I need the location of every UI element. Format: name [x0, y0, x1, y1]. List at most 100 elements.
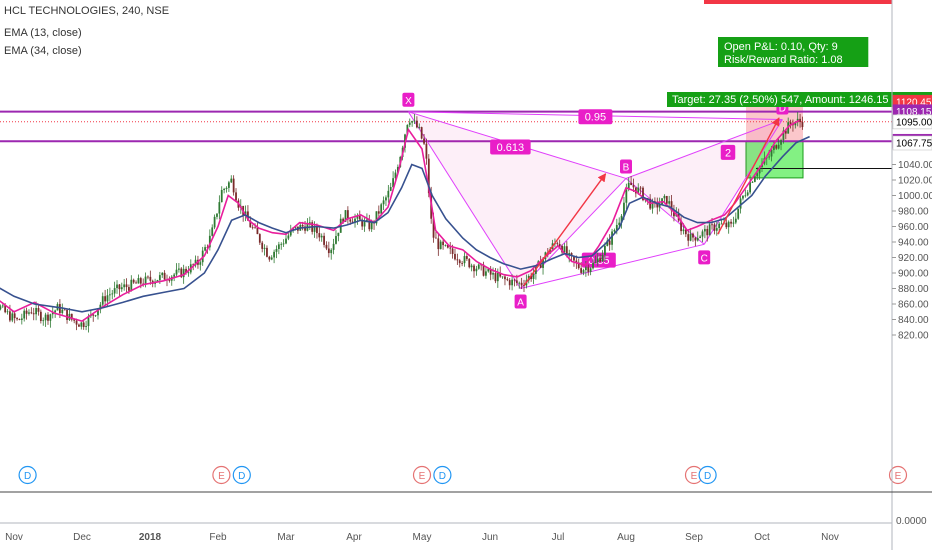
pattern-point-label[interactable]: A [517, 298, 524, 309]
ema-34-legend[interactable]: EMA (34, close) [4, 45, 82, 57]
ema-layer [0, 119, 810, 322]
ema-34-line[interactable] [0, 135, 810, 313]
candle-body [75, 320, 78, 325]
symbol-title[interactable]: HCL TECHNOLOGIES, 240, NSE [4, 5, 170, 17]
x-tick-label[interactable]: Oct [754, 532, 770, 543]
y-tick-label[interactable]: 900.00 [898, 269, 929, 280]
candle-body [784, 130, 787, 134]
price-label-box[interactable] [892, 135, 932, 151]
y-tick-label[interactable]: 860.00 [898, 300, 929, 311]
target-label[interactable]: Target: 27.35 (2.50%) 547, Amount: 1246.… [672, 94, 888, 106]
event-marker-letter[interactable]: E [691, 471, 698, 482]
pattern-point-label[interactable]: C [701, 253, 708, 264]
event-marker[interactable] [433, 465, 452, 485]
candle-body [128, 287, 130, 291]
candle-body [665, 195, 668, 204]
y-tick-label[interactable]: 820.00 [898, 331, 929, 342]
y-tick-label[interactable]: 1040.00 [898, 160, 932, 171]
pattern-point-label[interactable]: B [623, 162, 630, 173]
x-tick-label[interactable]: Feb [209, 532, 227, 543]
event-marker-letter[interactable]: D [24, 471, 31, 482]
x-tick-label[interactable]: Aug [617, 532, 635, 543]
pattern-ratio-label[interactable]: 2 [725, 147, 731, 159]
event-marker[interactable] [698, 465, 717, 485]
event-marker-letter[interactable]: E [218, 471, 225, 482]
candle-body [627, 182, 630, 190]
event-marker[interactable] [18, 465, 37, 485]
pattern-ratio-badge[interactable] [720, 144, 736, 160]
candle-body [182, 268, 185, 278]
open-pnl-label[interactable]: Open P&L: 0.10, Qty: 9 [724, 41, 838, 53]
candle-body [275, 248, 278, 252]
x-tick-label[interactable]: Apr [346, 532, 362, 543]
candle-body [408, 122, 411, 125]
x-tick-label[interactable]: Mar [277, 532, 295, 543]
x-tick-label[interactable]: Nov [5, 532, 23, 543]
pattern-ratio-badge[interactable] [578, 109, 613, 125]
x-tick-label[interactable]: 2018 [139, 532, 162, 543]
pattern-point-label[interactable]: D [779, 104, 786, 115]
x-tick-label[interactable]: May [413, 532, 432, 543]
event-marker[interactable] [888, 465, 908, 485]
candle-body [332, 243, 335, 250]
price-label[interactable]: 1108.15 [896, 107, 932, 118]
pattern-point-badge[interactable] [514, 294, 527, 309]
y-tick-label[interactable]: 980.00 [898, 207, 929, 218]
y-tick-label[interactable]: 1020.00 [898, 176, 932, 187]
x-tick-label[interactable]: Nov [821, 532, 839, 543]
y-tick-label[interactable]: 880.00 [898, 284, 929, 295]
event-marker-letter[interactable]: D [439, 471, 446, 482]
trend-arrow[interactable] [523, 173, 607, 286]
pnl-box[interactable] [718, 37, 869, 67]
event-marker-letter[interactable]: D [238, 471, 245, 482]
y-tick-label[interactable]: 960.00 [898, 222, 929, 233]
event-marker[interactable] [232, 465, 251, 485]
pattern-point-label[interactable]: X [405, 96, 412, 107]
x-tick-label[interactable]: Jul [552, 532, 565, 543]
candle-body [9, 311, 11, 321]
pattern-point-badge[interactable] [620, 159, 632, 174]
candle-body [620, 215, 623, 223]
pattern-ratio-label[interactable]: 0.613 [497, 142, 525, 154]
candle-body [570, 253, 573, 256]
y-bottom-label[interactable]: 0.0000 [896, 516, 927, 527]
pattern-ratio-badge[interactable] [490, 139, 531, 155]
x-tick-label[interactable]: Jun [482, 532, 498, 543]
x-tick-label[interactable]: Sep [685, 532, 703, 543]
candle-body [651, 201, 654, 209]
y-tick-label[interactable]: 840.00 [898, 315, 929, 326]
ema-13-legend[interactable]: EMA (13, close) [4, 27, 82, 39]
pattern-point-badge[interactable] [402, 92, 415, 107]
y-tick-label[interactable]: 940.00 [898, 238, 929, 249]
pattern-point-badge[interactable] [698, 250, 711, 265]
event-marker[interactable] [212, 465, 231, 485]
candle-body [396, 167, 399, 173]
candle-body [513, 279, 516, 281]
target-label-box[interactable] [667, 92, 932, 107]
risk-reward-label[interactable]: Risk/Reward Ratio: 1.08 [724, 54, 843, 66]
event-marker-letter[interactable]: D [704, 471, 711, 482]
trend-arrow[interactable] [717, 117, 780, 235]
price-label-box[interactable] [892, 114, 932, 130]
candle-body [59, 304, 61, 314]
event-marker-letter[interactable]: E [895, 471, 902, 482]
event-marker[interactable] [412, 465, 432, 485]
candle-body [349, 219, 352, 222]
event-marker-letter[interactable]: E [419, 471, 426, 482]
x-tick-label[interactable]: Dec [73, 532, 91, 543]
pattern-ratio-label[interactable]: 0.95 [585, 112, 606, 124]
candle-body [703, 228, 706, 232]
candle-body [418, 127, 421, 128]
price-label[interactable]: 1067.75 [896, 138, 932, 149]
candle-body [204, 247, 206, 251]
y-tick-label[interactable]: 1000.00 [898, 191, 932, 202]
y-tick-label[interactable]: 920.00 [898, 253, 929, 264]
candle-body [701, 231, 704, 237]
price-label[interactable]: 1120.45 [896, 98, 932, 109]
price-label[interactable]: 1095.00 [896, 117, 932, 128]
candle-body [280, 243, 283, 245]
candle-body [749, 182, 751, 193]
